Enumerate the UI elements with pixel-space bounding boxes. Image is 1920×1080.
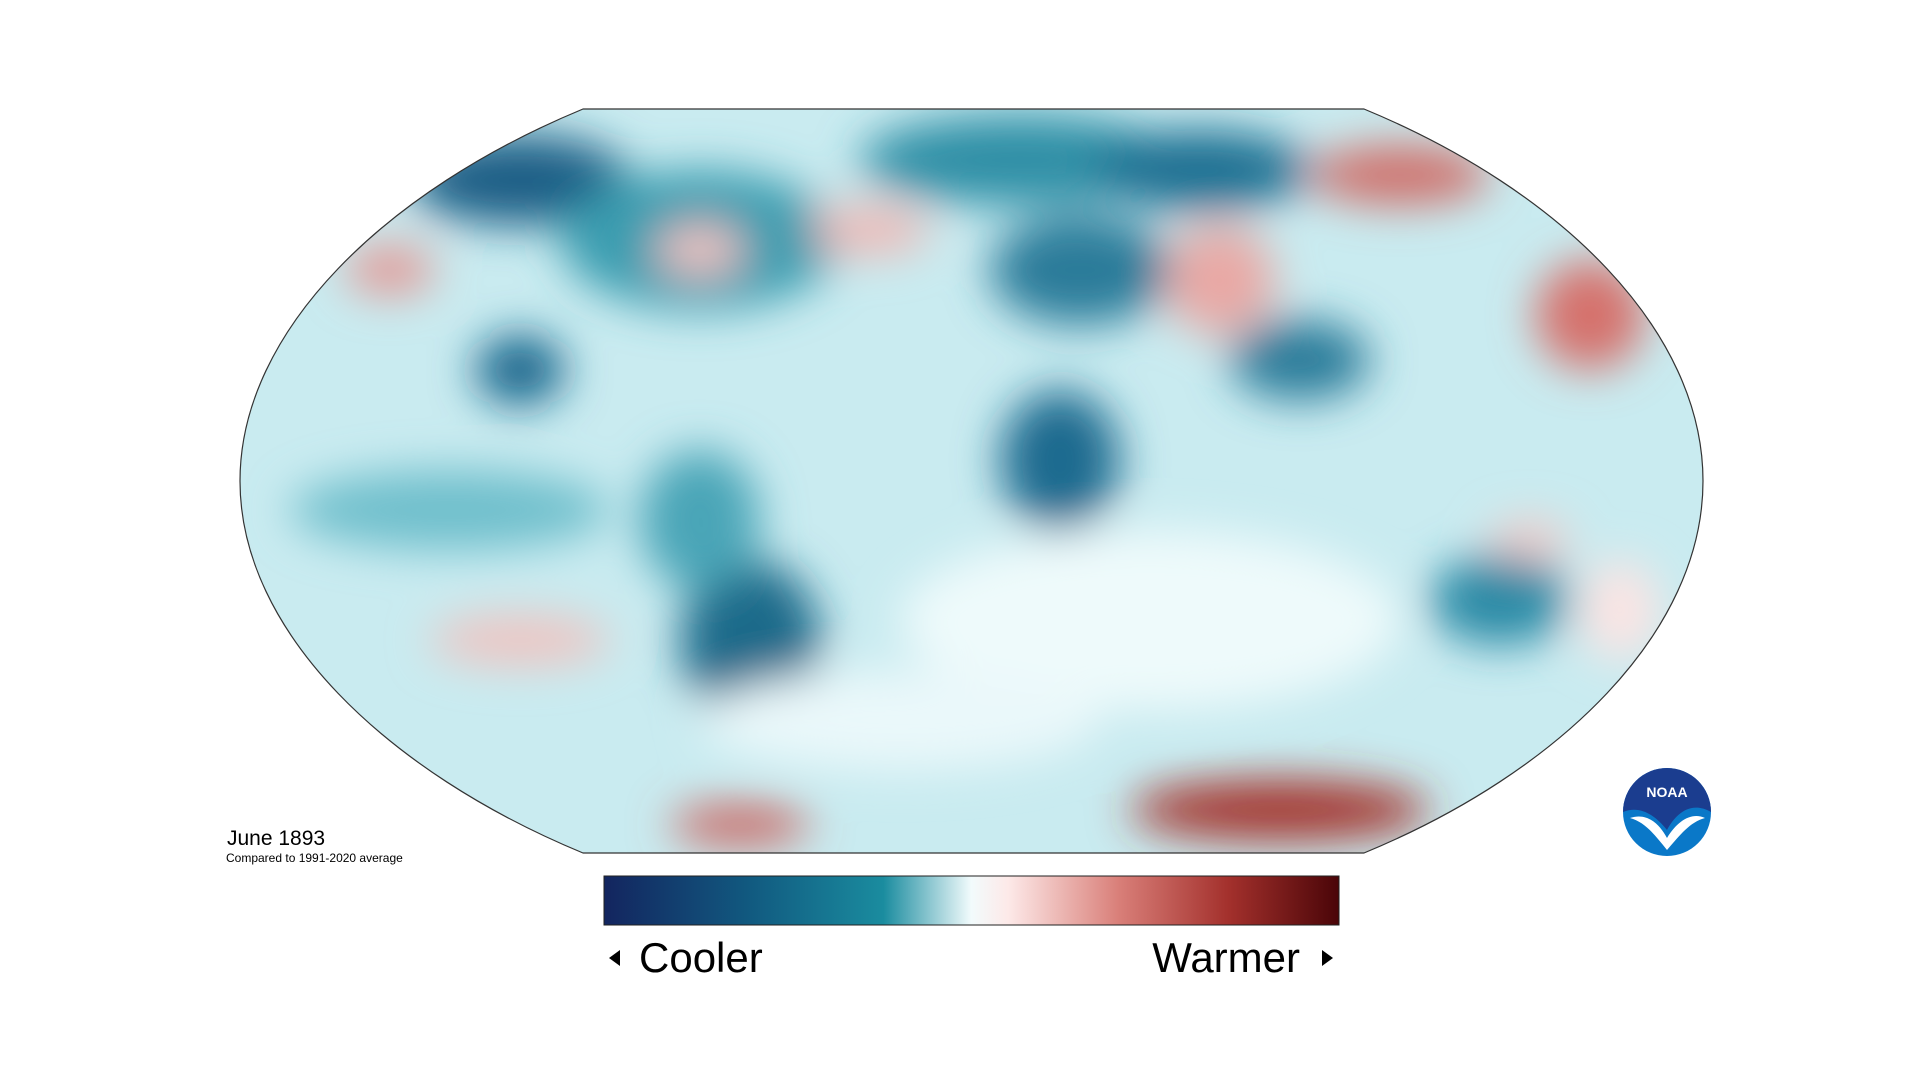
map-outline: [239, 108, 1704, 854]
noaa-logo: NOAA: [1623, 768, 1711, 856]
arrow-left: [609, 950, 620, 966]
map-title: June 1893: [227, 827, 325, 850]
anomaly-map: [240, 109, 1703, 853]
color-scale: [603, 875, 1340, 926]
legend-low: Cooler: [639, 934, 763, 981]
logo-text: NOAA: [1646, 784, 1687, 800]
map-subtitle: Compared to 1991-2020 average: [226, 851, 403, 865]
legend-high: Warmer: [1152, 934, 1300, 981]
arrow-right: [1322, 950, 1333, 966]
